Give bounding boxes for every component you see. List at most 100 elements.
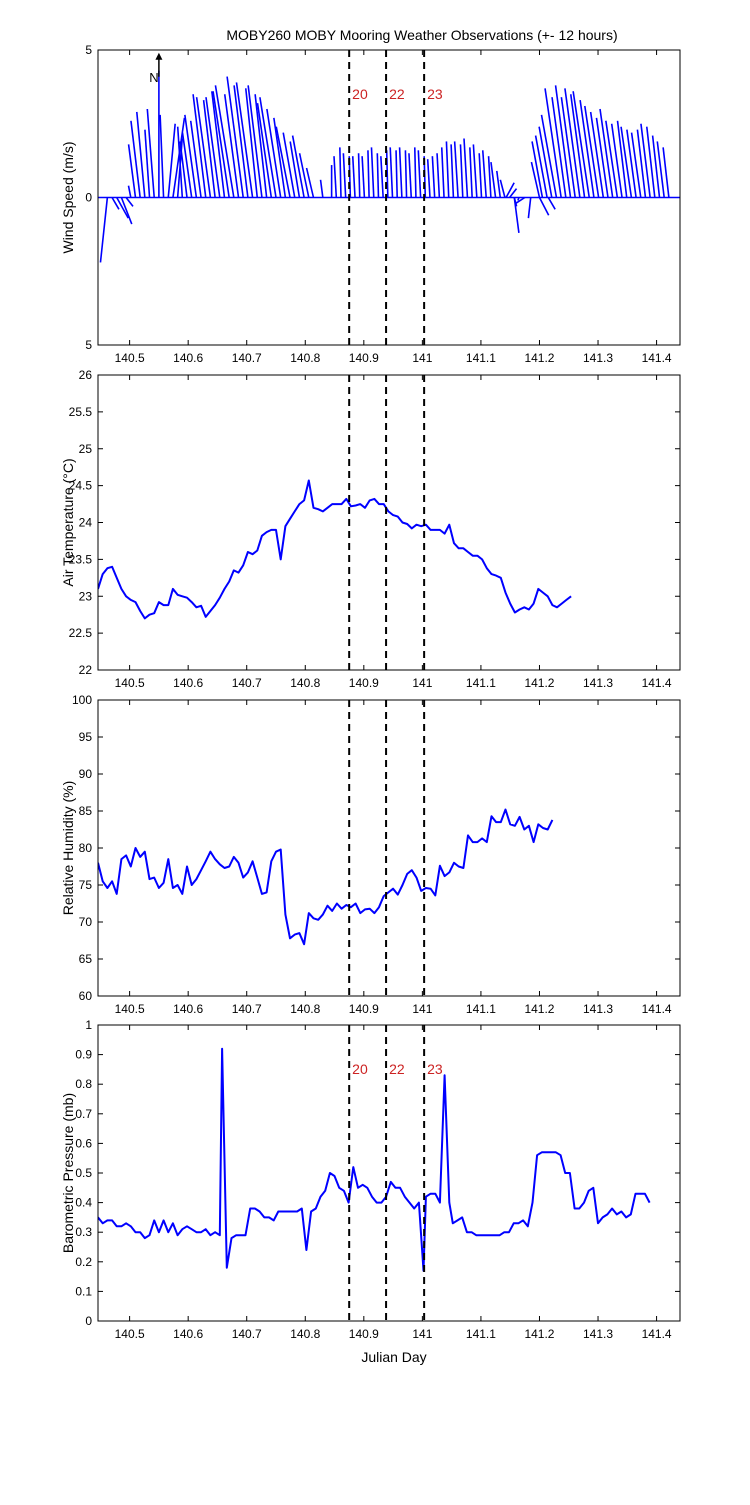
relative-humidity-series — [98, 808, 554, 946]
relative-humidity-xtick-label: 140.6 — [173, 1002, 203, 1016]
wind-speed-wind-vector — [339, 147, 342, 198]
air-temperature-xtick-label: 140.8 — [290, 676, 320, 690]
wind-speed-wind-vector — [305, 167, 315, 198]
wind-speed-wind-vector — [135, 111, 146, 198]
wind-speed-wind-vector — [127, 185, 132, 198]
wind-speed-wind-vector — [517, 197, 520, 201]
wind-speed-wind-vector — [560, 97, 576, 198]
wind-speed-wind-vector — [333, 156, 338, 198]
wind-speed-event-marker-label: 23 — [427, 86, 443, 102]
wind-speed-wind-vector — [605, 120, 619, 198]
air-temperature-ytick-label: 22 — [79, 663, 93, 677]
wind-speed-xtick-label: 140.9 — [349, 351, 379, 365]
north-label: N — [149, 70, 158, 85]
wind-speed-xtick-label: 141.1 — [466, 351, 496, 365]
barometric-pressure-ytick-label: 1 — [85, 1018, 92, 1032]
barometric-pressure-ytick-label: 0 — [85, 1314, 92, 1328]
barometric-pressure-axes-frame — [97, 1024, 681, 1322]
wind-speed-wind-vector — [478, 153, 483, 198]
air-temperature-ytick-label: 26 — [79, 368, 93, 382]
air-temperature-ytick-label: 25.5 — [69, 405, 93, 419]
wind-speed-wind-vector — [361, 156, 366, 198]
wind-speed-wind-vector — [144, 129, 151, 198]
wind-speed-wind-vector — [235, 82, 254, 198]
wind-speed-wind-vector — [351, 156, 356, 198]
air-temperature-xtick-label: 141.3 — [583, 676, 613, 690]
wind-speed-wind-vector — [205, 97, 221, 198]
barometric-pressure-xtick-label: 141.3 — [583, 1327, 613, 1341]
air-temperature-ytick-label: 23.5 — [69, 552, 93, 566]
air-temperature-xtick-label: 141.4 — [642, 676, 672, 690]
wind-speed-wind-vector — [616, 120, 628, 198]
barometric-pressure-ytick-label: 0.2 — [75, 1255, 92, 1269]
wind-speed-wind-vector — [172, 117, 186, 198]
wind-speed-wind-vector — [547, 197, 556, 210]
barometric-pressure-xtick-label: 140.8 — [290, 1327, 320, 1341]
wind-speed-wind-vector — [211, 91, 226, 198]
air-temperature-series — [98, 479, 572, 620]
wind-speed-wind-vector — [469, 147, 473, 198]
barometric-pressure-ytick-label: 0.7 — [75, 1107, 92, 1121]
wind-speed-wind-vector — [531, 141, 544, 198]
wind-speed-wind-vector — [626, 129, 637, 198]
wind-speed-ytick-label: 0 — [85, 191, 92, 205]
relative-humidity-ytick-label: 70 — [79, 915, 93, 929]
wind-speed-wind-vector — [505, 182, 515, 198]
wind-speed-wind-vector — [450, 144, 455, 198]
barometric-pressure-plot-area — [98, 1025, 680, 1321]
wind-speed-wind-vector — [645, 126, 656, 198]
air-temperature-xtick-label: 140.9 — [349, 676, 379, 690]
wind-speed-wind-vector — [662, 147, 670, 198]
wind-speed-wind-vector — [389, 147, 394, 198]
wind-speed-wind-vector — [595, 117, 609, 198]
barometric-pressure-ytick-label: 0.5 — [75, 1166, 92, 1180]
relative-humidity-ytick-label: 100 — [72, 693, 92, 707]
barometric-pressure-xtick-label: 141 — [412, 1327, 432, 1341]
wind-speed-wind-vector — [445, 141, 450, 198]
relative-humidity-axes-frame — [97, 699, 681, 997]
relative-humidity-ytick-label: 65 — [79, 952, 93, 966]
wind-speed-xtick-label: 141.2 — [524, 351, 554, 365]
air-temperature-ytick-label: 23 — [79, 589, 93, 603]
wind-speed-wind-vector — [226, 76, 245, 198]
barometric-pressure-xtick-label: 141.4 — [642, 1327, 672, 1341]
wind-speed-wind-vector — [436, 153, 441, 198]
wind-speed-wind-vector — [99, 197, 109, 263]
relative-humidity-xtick-label: 140.9 — [349, 1002, 379, 1016]
wind-speed-wind-vector — [233, 85, 249, 198]
wind-speed-wind-vector — [247, 85, 263, 198]
wind-speed-wind-vector — [179, 141, 188, 198]
wind-speed-wind-vector — [408, 153, 413, 198]
air-temperature-ytick-label: 24.5 — [69, 479, 93, 493]
wind-speed-wind-vector — [254, 94, 268, 198]
wind-speed-wind-vector — [116, 197, 129, 219]
barometric-pressure-xtick-label: 140.9 — [349, 1327, 379, 1341]
wind-speed-xtick-label: 141.3 — [583, 351, 613, 365]
barometric-pressure-ytick-label: 0.4 — [75, 1196, 92, 1210]
wind-speed-wind-vector — [195, 97, 212, 198]
wind-speed-wind-vector — [490, 161, 497, 198]
wind-speed-wind-vector — [538, 197, 550, 216]
barometric-pressure-series — [98, 1047, 651, 1272]
wind-speed-wind-vector — [212, 91, 230, 198]
wind-speed-wind-vector — [367, 150, 370, 198]
wind-speed-panel: 140.5 140.6 140.7 140.8 140.9 141 141.1 141.2 14… — [60, 43, 681, 365]
wind-speed-wind-vector — [530, 161, 541, 198]
wind-speed-wind-vector — [540, 114, 558, 198]
relative-humidity-xtick-label: 141.1 — [466, 1002, 496, 1016]
air-temperature-ytick-label: 24 — [79, 516, 93, 530]
air-temperature-xtick-label: 140.5 — [115, 676, 145, 690]
air-temperature-axes-frame — [97, 374, 681, 671]
relative-humidity-ytick-label: 75 — [79, 878, 93, 892]
wind-speed-wind-vector — [630, 132, 642, 198]
wind-speed-wind-vector — [130, 120, 141, 198]
air-temperature-ytick-label: 25 — [79, 442, 93, 456]
wind-speed-wind-vector — [544, 88, 562, 198]
relative-humidity-plot-area — [98, 700, 680, 996]
air-temperature-xtick-label: 141 — [412, 676, 432, 690]
wind-speed-wind-vector — [481, 150, 487, 198]
wind-speed-wind-vector — [125, 197, 134, 207]
relative-humidity-panel: 140.5 140.6 140.7 140.8 140.9 141 141.1 141.2 14… — [60, 693, 681, 1016]
wind-speed-wind-vector — [569, 94, 586, 198]
